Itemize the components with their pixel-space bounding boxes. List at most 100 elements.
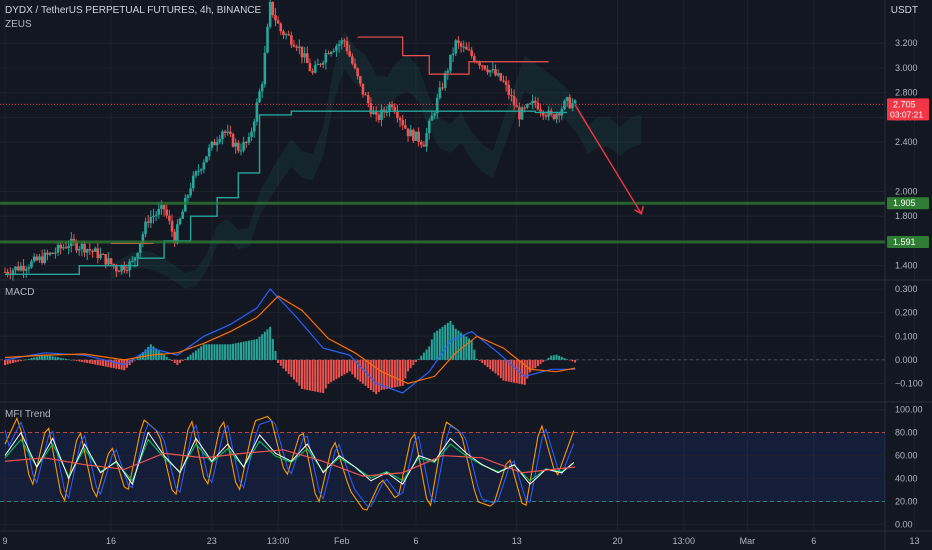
macd-histogram-bar xyxy=(14,359,17,363)
candle-body xyxy=(287,34,291,36)
candle-body xyxy=(377,114,381,120)
macd-line xyxy=(4,288,576,394)
macd-histogram-bar xyxy=(340,359,343,376)
candle-body xyxy=(412,129,415,141)
candle-body xyxy=(215,142,219,146)
macd-histogram-bar xyxy=(335,359,338,380)
macd-histogram-bar xyxy=(510,359,513,383)
macd-histogram-bar xyxy=(536,359,539,367)
candle-body xyxy=(32,256,36,262)
candle-body xyxy=(154,214,158,216)
macd-histogram-bar xyxy=(465,336,468,360)
macd-histogram-bar xyxy=(192,352,195,360)
macd-histogram-bar xyxy=(507,359,510,382)
x-tick-label: Mar xyxy=(740,536,756,546)
macd-histogram-bar xyxy=(497,359,500,376)
candle-body xyxy=(544,115,548,117)
macd-histogram-bar xyxy=(566,359,569,360)
candle-body xyxy=(457,40,460,44)
macd-histogram-bar xyxy=(526,359,529,379)
macd-histogram-bar xyxy=(293,359,296,380)
macd-histogram-bar xyxy=(521,359,524,385)
macd-histogram-bar xyxy=(470,340,473,360)
macd-histogram-bar xyxy=(388,359,391,389)
price-tag xyxy=(887,197,929,210)
candle-body xyxy=(494,69,497,76)
macd-histogram-bar xyxy=(407,359,410,372)
candle-body xyxy=(38,256,41,261)
macd-histogram-bar xyxy=(33,357,36,360)
macd-histogram-bar xyxy=(513,359,516,383)
macd-histogram-bar xyxy=(404,359,407,379)
candle-body xyxy=(136,252,139,258)
macd-histogram-bar xyxy=(555,354,558,360)
x-tick-label: 6 xyxy=(413,536,418,546)
macd-histogram-bar xyxy=(298,359,301,386)
candle-body xyxy=(305,53,309,64)
candle-body xyxy=(353,63,357,69)
macd-histogram-bar xyxy=(51,356,54,360)
macd-histogram-bar xyxy=(324,359,327,389)
price-tick-label: 3.200 xyxy=(895,38,918,48)
candle-body xyxy=(157,208,161,215)
x-tick-label: 13:00 xyxy=(267,536,290,546)
macd-histogram-bar xyxy=(425,349,428,360)
price-tick-label: 2.400 xyxy=(895,137,918,147)
candle-body xyxy=(414,131,418,141)
candle-body xyxy=(109,258,113,265)
candle-body xyxy=(300,46,304,58)
candle-body xyxy=(6,271,9,274)
macd-histogram-bar xyxy=(197,348,200,360)
candle-body xyxy=(3,271,7,273)
candle-body xyxy=(433,113,436,116)
candle-body xyxy=(557,113,561,116)
candle-body xyxy=(504,81,508,85)
macd-histogram-bar xyxy=(303,359,306,390)
macd-histogram-bar xyxy=(181,359,184,361)
macd-histogram-bar xyxy=(186,356,189,360)
price-tick-label: 3.000 xyxy=(895,63,918,73)
candle-body xyxy=(91,250,94,252)
candle-body xyxy=(340,40,344,45)
macd-histogram-bar xyxy=(19,359,22,361)
candle-body xyxy=(356,68,359,77)
macd-histogram-bar xyxy=(481,359,484,363)
x-tick-label: Feb xyxy=(334,536,350,546)
macd-histogram-bar xyxy=(542,359,545,362)
candle-body xyxy=(438,87,442,99)
macd-histogram-bar xyxy=(247,340,250,360)
x-tick-label: 9 xyxy=(2,536,7,546)
candle-body xyxy=(480,65,484,67)
candle-body xyxy=(173,231,176,244)
candle-body xyxy=(427,120,431,134)
macd-histogram-bar xyxy=(436,330,439,360)
macd-histogram-bar xyxy=(86,359,89,363)
macd-histogram-bar xyxy=(454,328,457,360)
candle-body xyxy=(165,209,169,216)
candle-body xyxy=(194,171,198,176)
macd-histogram-bar xyxy=(160,352,163,360)
candle-body xyxy=(321,62,325,65)
candle-body xyxy=(80,243,84,250)
candle-body xyxy=(35,256,39,261)
candle-body xyxy=(478,62,481,66)
macd-histogram-bar xyxy=(473,349,476,360)
candle-body xyxy=(130,260,134,262)
macd-histogram-bar xyxy=(338,359,341,378)
macd-histogram-bar xyxy=(6,359,9,365)
macd-histogram-bar xyxy=(383,359,386,390)
macd-histogram-bar xyxy=(149,344,152,360)
macd-histogram-bar xyxy=(202,344,205,360)
macd-histogram-bar xyxy=(552,355,555,360)
x-tick-label: 20 xyxy=(612,536,622,546)
macd-histogram-bar xyxy=(261,334,264,360)
candle-body xyxy=(168,215,171,221)
x-tick-label: 13:00 xyxy=(673,536,696,546)
candle-body xyxy=(534,100,537,103)
candle-body xyxy=(406,128,410,137)
macd-histogram-bar xyxy=(144,349,147,360)
macd-histogram-bar xyxy=(258,336,261,360)
x-tick-label: 23 xyxy=(207,536,217,546)
macd-histogram-bar xyxy=(216,344,219,360)
